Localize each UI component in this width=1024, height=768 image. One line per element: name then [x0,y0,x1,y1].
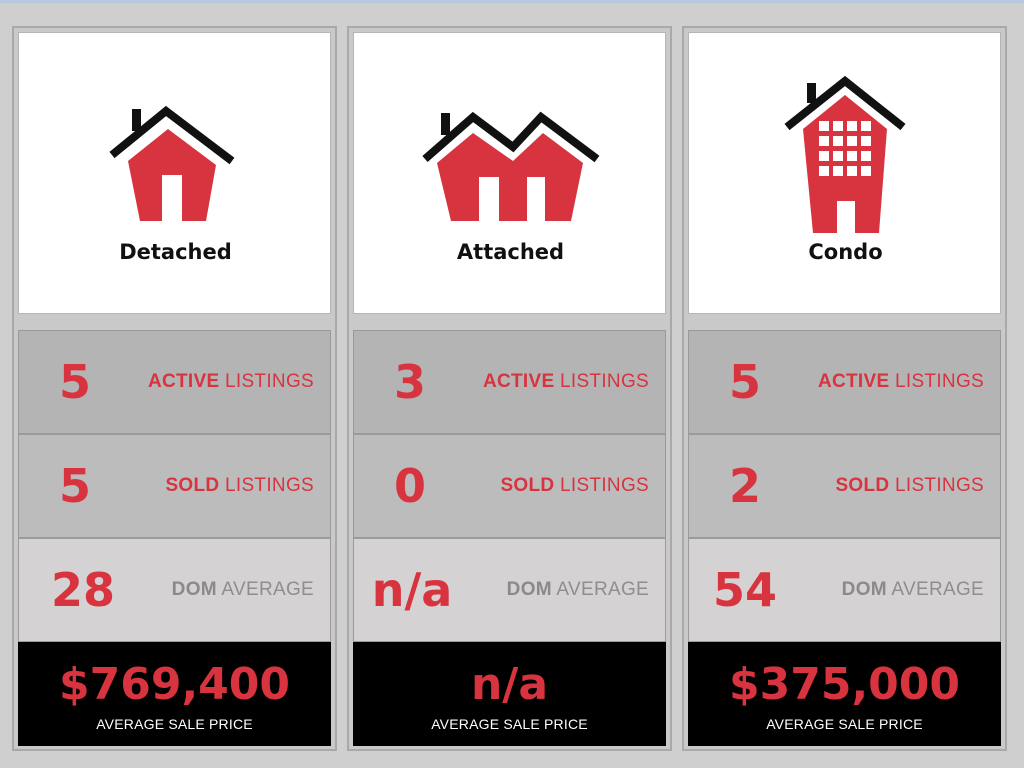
active-listings-label: ACTIVE LISTINGS [147,371,314,392]
property-type-label: Condo [808,240,883,264]
dom-average-value: 28 [50,563,115,617]
property-type-card: Detached [18,32,331,314]
condo-building-icon [689,73,1002,243]
property-type-card: Condo [688,32,1001,314]
dom-average-row: 54 DOM AVERAGE [688,538,1001,642]
sold-listings-row: 0 SOLD LISTINGS [353,434,666,538]
active-listings-label: ACTIVE LISTINGS [817,371,984,392]
average-sale-price-box: n/a AVERAGE SALE PRICE [353,642,666,746]
top-border-line [0,0,1024,3]
sold-listings-label: SOLD LISTINGS [835,475,984,496]
condo-column: Condo 5 ACTIVE LISTINGS 2 SOLD LISTINGS … [682,26,1007,751]
property-type-card: Attached [353,32,666,314]
detached-house-icon [19,103,332,243]
dom-average-label: DOM AVERAGE [506,579,649,600]
property-type-label: Attached [456,240,565,264]
active-listings-count: 5 [728,355,761,409]
average-sale-price-box: $769,400 AVERAGE SALE PRICE [18,642,331,746]
active-listings-label: ACTIVE LISTINGS [482,371,649,392]
property-type-label: Detached [119,240,232,264]
active-listings-row: 3 ACTIVE LISTINGS [353,330,666,434]
sold-listings-count: 0 [393,459,426,513]
attached-column: Attached 3 ACTIVE LISTINGS 0 SOLD LISTIN… [347,26,672,751]
sold-listings-row: 2 SOLD LISTINGS [688,434,1001,538]
sold-listings-label: SOLD LISTINGS [500,475,649,496]
dom-average-row: n/a DOM AVERAGE [353,538,666,642]
dom-average-label: DOM AVERAGE [841,579,984,600]
active-listings-count: 3 [393,355,426,409]
average-sale-price-caption: AVERAGE SALE PRICE [766,716,923,732]
dom-average-label: DOM AVERAGE [171,579,314,600]
average-sale-price-caption: AVERAGE SALE PRICE [431,716,588,732]
dom-average-row: 28 DOM AVERAGE [18,538,331,642]
dom-average-value: n/a [371,563,453,617]
active-listings-count: 5 [58,355,91,409]
average-sale-price-box: $375,000 AVERAGE SALE PRICE [688,642,1001,746]
sold-listings-count: 2 [728,459,761,513]
sold-listings-row: 5 SOLD LISTINGS [18,434,331,538]
sold-listings-label: SOLD LISTINGS [165,475,314,496]
detached-column: Detached 5 ACTIVE LISTINGS 5 SOLD LISTIN… [12,26,337,751]
dom-average-value: 54 [712,563,777,617]
average-sale-price-value: n/a [470,659,549,710]
sold-listings-count: 5 [58,459,91,513]
attached-house-icon [354,103,667,243]
average-sale-price-value: $769,400 [58,659,291,710]
average-sale-price-caption: AVERAGE SALE PRICE [96,716,253,732]
active-listings-row: 5 ACTIVE LISTINGS [18,330,331,434]
average-sale-price-value: $375,000 [728,659,961,710]
active-listings-row: 5 ACTIVE LISTINGS [688,330,1001,434]
